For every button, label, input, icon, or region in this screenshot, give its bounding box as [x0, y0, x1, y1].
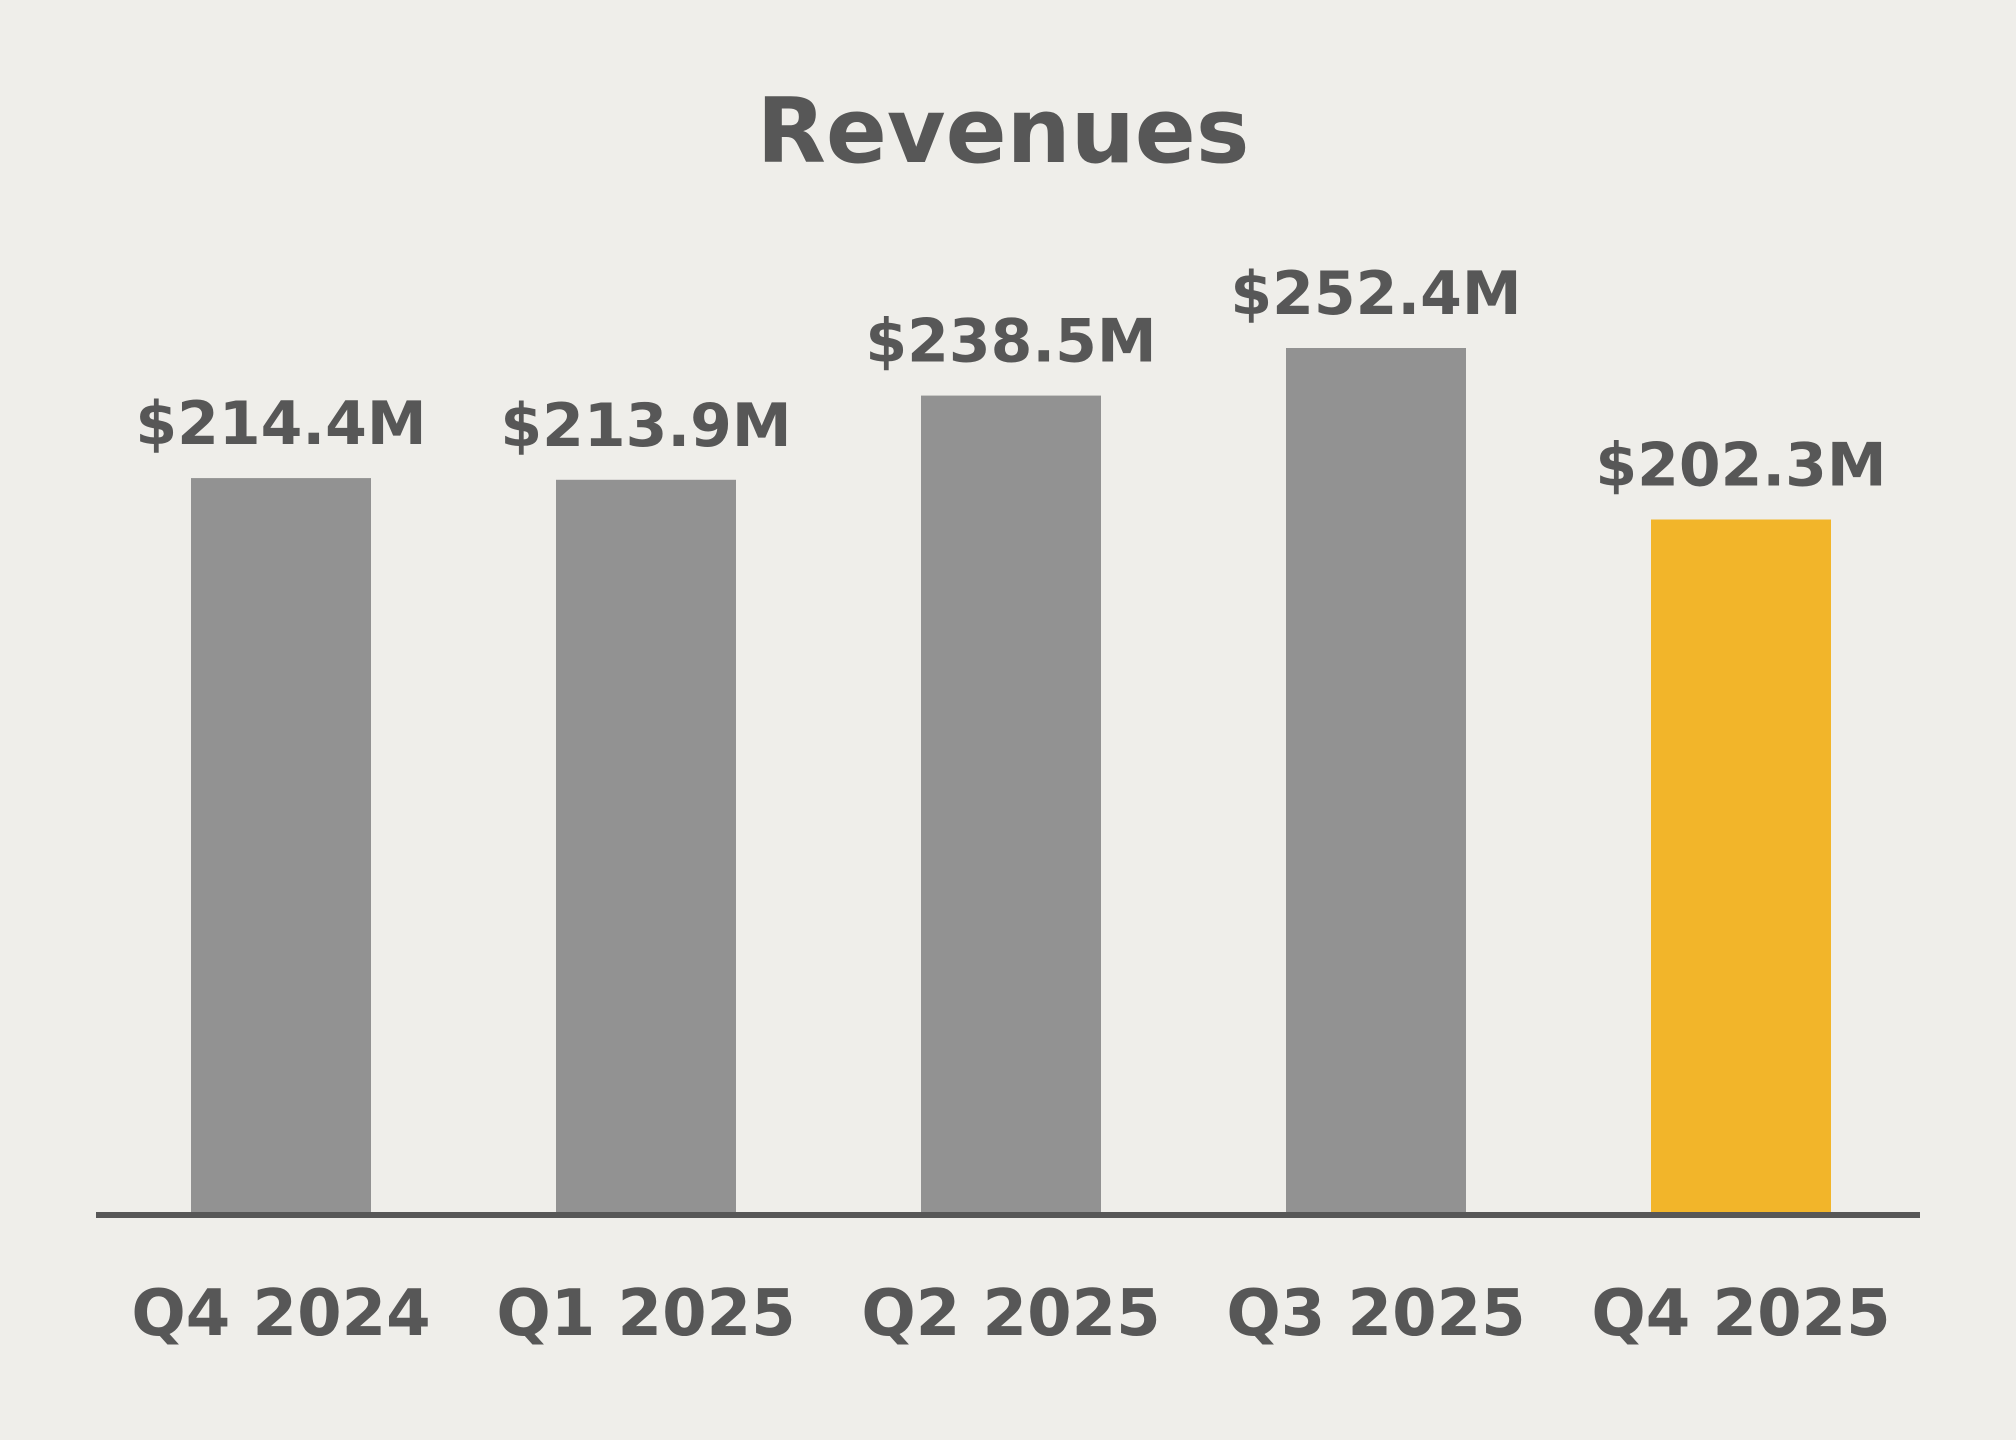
x-tick-labels-group: Q4 2024 Q1 2025 Q2 2025 Q3 2025 Q4 2025	[131, 1277, 1890, 1351]
data-label: $252.4M	[1230, 259, 1521, 329]
bar-q3-2025	[1286, 348, 1466, 1212]
x-tick-label: Q2 2025	[861, 1277, 1160, 1351]
data-label: $214.4M	[135, 389, 426, 459]
x-tick-label: Q3 2025	[1226, 1277, 1525, 1351]
chart-title: Revenues	[757, 79, 1250, 184]
bar-q2-2025	[921, 395, 1101, 1212]
data-label: $238.5M	[865, 307, 1156, 377]
bars-group	[191, 348, 1831, 1213]
bar-q4-2025	[1651, 519, 1831, 1212]
value-labels-group: $214.4M $213.9M $238.5M $252.4M $202.3M	[135, 259, 1886, 500]
data-label: $213.9M	[500, 391, 791, 461]
bar-q1-2025	[556, 479, 736, 1213]
x-tick-label: Q1 2025	[496, 1277, 795, 1351]
x-tick-label: Q4 2024	[131, 1277, 430, 1351]
bar-q4-2024	[191, 478, 371, 1213]
x-tick-label: Q4 2025	[1591, 1277, 1890, 1351]
data-label: $202.3M	[1595, 430, 1886, 500]
